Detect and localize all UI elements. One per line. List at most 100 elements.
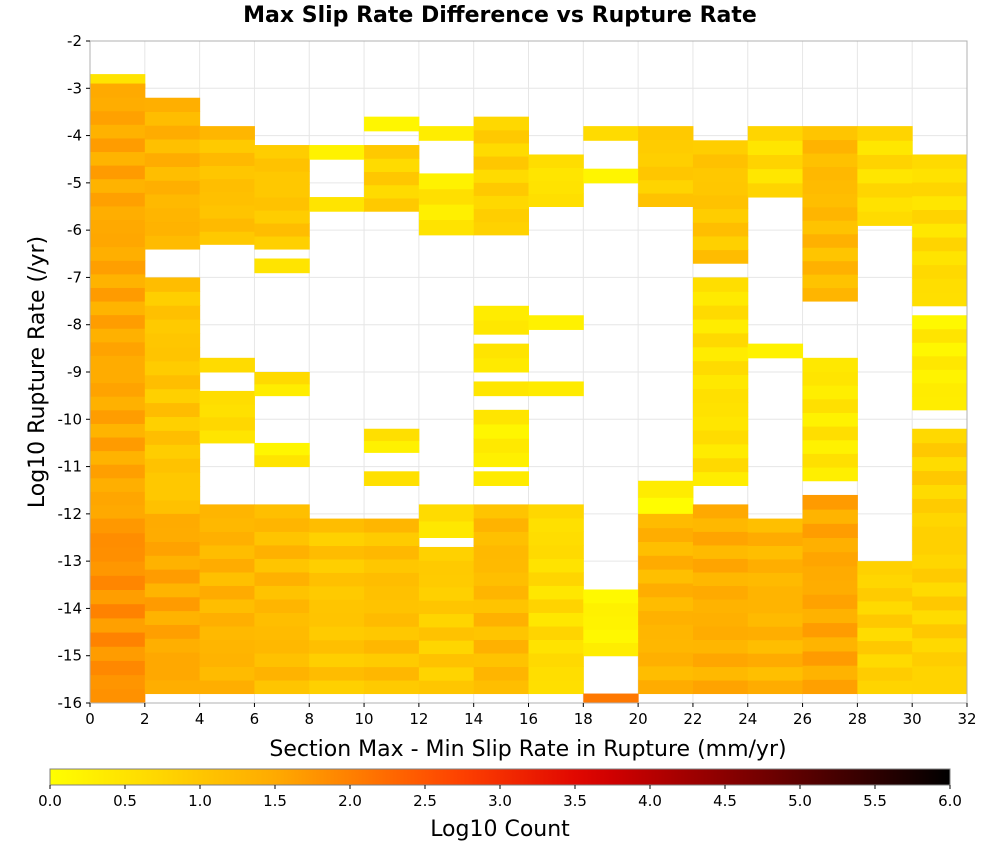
heatmap-cell: [364, 585, 420, 600]
heatmap-cell: [638, 638, 694, 653]
heatmap-cell: [802, 608, 858, 624]
heatmap-cell: [857, 614, 913, 628]
heatmap-cell: [144, 235, 201, 250]
heatmap-cell: [144, 291, 201, 306]
heatmap-cell: [912, 582, 968, 597]
heatmap-cell: [802, 233, 858, 248]
heatmap-cell: [583, 126, 639, 141]
heatmap-cell: [418, 600, 475, 615]
heatmap-cell: [199, 517, 255, 532]
heatmap-cell: [90, 409, 146, 424]
heatmap-cell: [90, 532, 146, 548]
y-axis-ticks: -2 -3 -4 -5 -6 -7 -8 -9 -10 -11 -12 -13 -14 -15 -16: [58, 32, 90, 712]
x-tick-label: 10: [355, 710, 374, 728]
heatmap-cell: [692, 517, 749, 532]
heatmap-cell: [473, 195, 529, 210]
heatmap-cell: [199, 231, 255, 245]
heatmap-cell: [364, 558, 420, 573]
heatmap-cell: [857, 667, 913, 681]
heatmap-cell: [692, 680, 749, 695]
heatmap-cell: [473, 585, 529, 600]
heatmap-cell: [199, 639, 255, 654]
heatmap-cell: [912, 568, 968, 583]
heatmap-cell: [692, 291, 749, 306]
heatmap-cell: [364, 612, 420, 627]
heatmap-cell: [857, 154, 913, 170]
heatmap-cell: [90, 301, 146, 316]
heatmap-cell: [583, 615, 639, 630]
heatmap-cell: [90, 192, 146, 207]
heatmap-cell: [144, 207, 201, 223]
heatmap-cell: [747, 585, 804, 600]
heatmap-cell: [473, 182, 529, 196]
heatmap-cell: [692, 571, 749, 586]
heatmap-cell: [364, 639, 420, 654]
heatmap-cell: [90, 589, 146, 605]
heatmap-cell: [802, 357, 858, 372]
heatmap-cell: [418, 173, 475, 190]
heatmap-cell: [802, 398, 858, 413]
heatmap-cell: [528, 653, 584, 668]
heatmap-cell: [912, 540, 968, 555]
y-tick-label: -12: [58, 505, 83, 523]
heatmap-cell: [254, 504, 310, 519]
x-tick-label: 12: [409, 710, 428, 728]
heatmap-cell: [418, 653, 475, 668]
heatmap-cell: [90, 83, 146, 98]
heatmap-cell: [912, 355, 968, 370]
heatmap-cell: [144, 555, 201, 570]
heatmap-cell: [912, 195, 968, 211]
heatmap-cell: [692, 346, 749, 362]
y-tick-label: -13: [58, 552, 83, 570]
heatmap-cell: [90, 660, 146, 676]
heatmap-cell: [309, 666, 365, 681]
heatmap-cell: [473, 129, 529, 144]
heatmap-cell: [199, 625, 255, 641]
x-tick-label: 24: [738, 710, 757, 728]
heatmap-cell: [144, 624, 201, 639]
heatmap-cell: [528, 504, 584, 519]
heatmap-cell: [802, 565, 858, 581]
x-tick-label: 28: [848, 710, 867, 728]
heatmap-cell: [90, 355, 146, 370]
heatmap-cell: [254, 145, 310, 159]
heatmap-cell: [802, 260, 858, 275]
heatmap-cell: [90, 674, 146, 690]
heatmap-cell: [473, 424, 529, 439]
heatmap-cell: [199, 612, 255, 627]
heatmap-cell: [912, 181, 968, 197]
heatmap-cell: [90, 97, 146, 112]
heatmap-cell: [144, 430, 201, 445]
heatmap-cell: [638, 497, 694, 515]
heatmap-cell: [912, 223, 968, 238]
heatmap-cell: [144, 582, 201, 598]
heatmap-cell: [418, 613, 475, 628]
heatmap-cell: [912, 328, 968, 343]
heatmap-cell: [418, 546, 475, 561]
heatmap-cell: [144, 610, 201, 625]
heatmap-cell: [473, 381, 529, 397]
colorbar-tick-label: 1.5: [263, 792, 287, 810]
heatmap-cell: [418, 666, 475, 681]
heatmap-cell: [473, 319, 529, 335]
heatmap-cell: [528, 585, 584, 600]
heatmap-cell: [364, 171, 420, 186]
heatmap-cell: [802, 139, 858, 154]
colorbar-tick-label: 5.5: [863, 792, 887, 810]
heatmap-cell: [199, 571, 255, 586]
heatmap-cell: [364, 680, 420, 695]
heatmap-cell: [90, 450, 146, 465]
heatmap-cell: [144, 402, 201, 418]
heatmap-cell: [418, 626, 475, 641]
heatmap-cell: [692, 430, 749, 445]
heatmap-cell: [144, 458, 201, 473]
heatmap-cell: [199, 191, 255, 206]
heatmap-cell: [418, 586, 475, 601]
heatmap-cell: [254, 639, 310, 654]
heatmap-cell: [199, 152, 255, 167]
heatmap-cell: [90, 464, 146, 479]
heatmap-cell: [199, 598, 255, 613]
colorbar: [49, 768, 951, 786]
heatmap-cell: [912, 665, 968, 681]
heatmap-cell: [802, 467, 858, 482]
